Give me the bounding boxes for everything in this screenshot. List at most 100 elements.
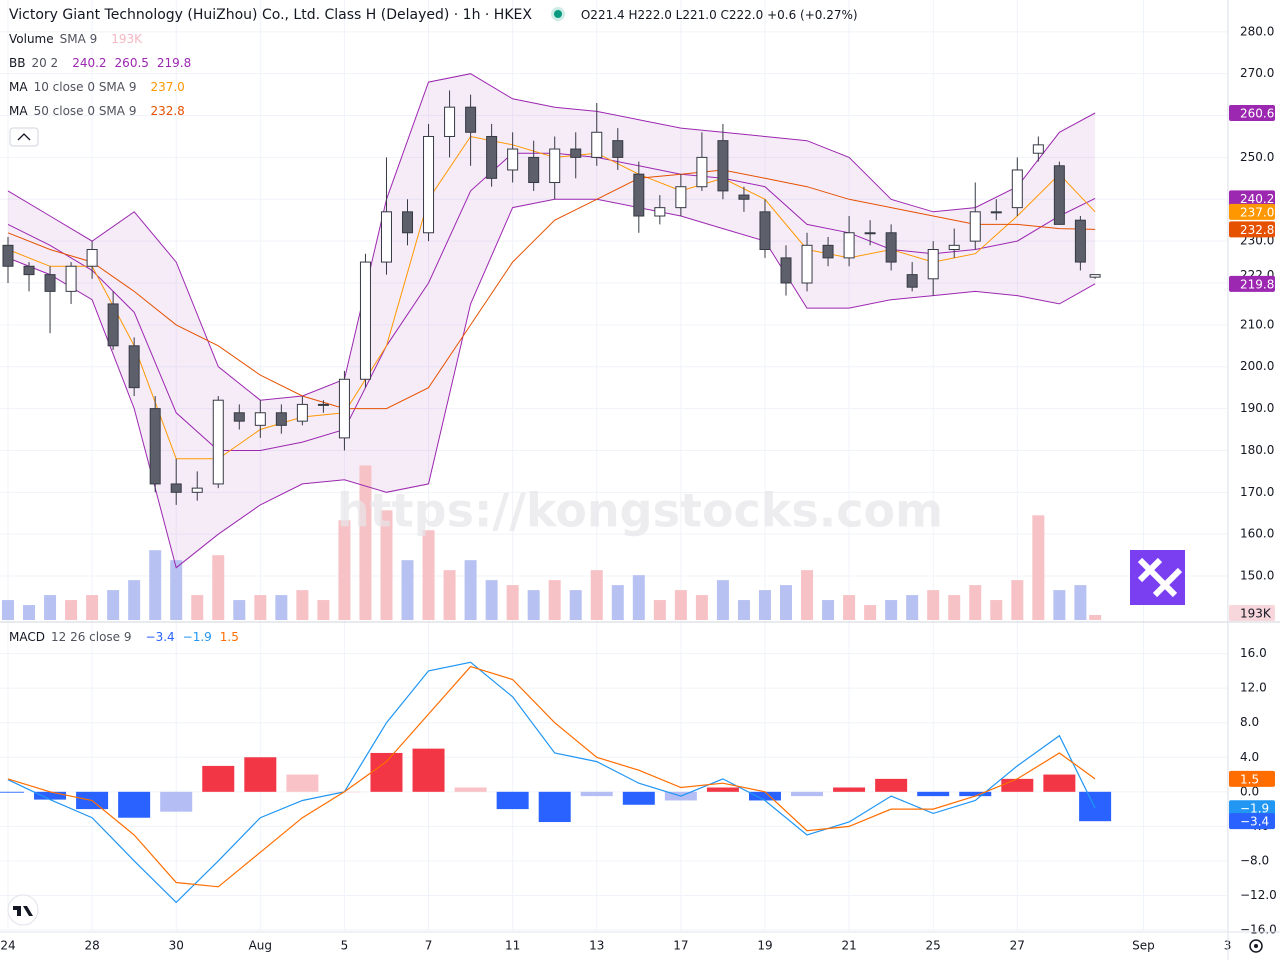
candle-body	[927, 249, 939, 280]
legend-value: −1.9	[182, 630, 212, 644]
histogram-bar	[580, 791, 613, 797]
y-tick-label: 170.0	[1240, 485, 1274, 499]
volume-bar	[737, 600, 750, 620]
legend-value: 1.5	[219, 630, 239, 644]
price-badge	[1229, 770, 1275, 787]
candle-body	[359, 261, 371, 380]
macd-line	[7, 661, 1096, 904]
x-tick-label: 30	[169, 939, 184, 953]
volume-bar	[695, 595, 708, 620]
price-badge-label: 260.6	[1240, 107, 1274, 121]
candle-body	[885, 232, 897, 263]
histogram-bar	[496, 791, 529, 810]
volume-bar	[338, 520, 351, 620]
volume-bar	[149, 550, 162, 620]
legend-value: 240.2	[72, 56, 107, 70]
bollinger-fill	[8, 73, 1096, 568]
price-badge	[1229, 221, 1275, 238]
legend-row: MACD 12 26 close 9 −3.4 −1.9 1.5	[9, 630, 247, 644]
legend-value: 219.8	[156, 56, 192, 70]
price-badge-label: −3.4	[1240, 815, 1269, 829]
legend-row: Volume SMA 9 193K	[9, 32, 150, 46]
y-tick-label: 12.0	[1240, 681, 1267, 695]
histogram-bar	[791, 791, 824, 797]
candle-body	[1053, 165, 1065, 225]
header: Victory Giant Technology (HuiZhou) Co., …	[9, 7, 858, 23]
histogram-bar	[34, 791, 67, 800]
legend-params: 12 26 close 9	[50, 630, 132, 644]
volume-bar	[296, 590, 309, 620]
histogram-bar	[244, 757, 277, 792]
marks-layer: https://kongstocks.com	[2, 90, 1101, 538]
legend-name: MACD	[9, 630, 45, 644]
candle-body	[1032, 144, 1044, 154]
watermark: https://kongstocks.com	[337, 484, 943, 538]
volume-bar	[191, 595, 204, 620]
y-tick-label: 0.0	[1240, 784, 1259, 798]
y-tick-label: 150.0	[1240, 569, 1274, 583]
legend-params: 10 close 0 SMA 9	[33, 80, 137, 94]
price-badge-label: 240.2	[1240, 192, 1274, 206]
volume-bar	[801, 570, 814, 620]
candle-body	[212, 399, 224, 485]
volume-bar	[317, 600, 330, 620]
x-tick-label: Sep	[1132, 939, 1155, 953]
legend-row: MA 50 close 0 SMA 9 232.8	[9, 104, 193, 118]
legend-name: MA	[9, 80, 28, 94]
candle-body	[864, 232, 876, 235]
histogram-bar	[1079, 791, 1112, 822]
histogram-bar	[917, 791, 950, 797]
collapse-button[interactable]	[9, 127, 39, 147]
legend-name: BB	[9, 56, 26, 70]
y-tick-label: 270.0	[1240, 66, 1274, 80]
volume-bar	[401, 560, 414, 620]
y-tick-label: −12.0	[1240, 888, 1277, 902]
candle-body	[843, 232, 855, 259]
volume-bar	[969, 585, 982, 620]
volume-bar	[948, 595, 961, 620]
candle-body	[990, 211, 1002, 214]
volume-bar	[275, 595, 288, 620]
histogram-bar	[0, 791, 24, 793]
candle-body	[423, 135, 435, 234]
volume-bar	[632, 575, 645, 620]
candle-body	[254, 412, 266, 426]
candle-body	[317, 403, 329, 406]
histogram-bar	[286, 774, 319, 792]
histogram-bar	[454, 787, 487, 792]
chart-title: Victory Giant Technology (HuiZhou) Co., …	[9, 7, 532, 23]
volume-bar	[128, 580, 141, 620]
candle-body	[465, 106, 477, 133]
histogram-bar	[622, 791, 655, 805]
candle-body	[1089, 274, 1101, 278]
logo-mark	[1137, 557, 1183, 598]
volume-bar	[506, 585, 519, 620]
legend-value: 260.5	[114, 56, 149, 70]
y-tick-label: −16.0	[1240, 923, 1277, 937]
volume-bar	[674, 590, 687, 620]
candle-body	[170, 483, 182, 493]
histogram-bar	[959, 791, 992, 797]
legend-name: MA	[9, 104, 28, 118]
x-tick-label: 17	[673, 939, 688, 953]
histogram-bar	[202, 765, 235, 792]
candle-body	[65, 265, 77, 292]
volume-bar	[86, 595, 99, 620]
volume-bar	[212, 555, 225, 620]
candle-body	[380, 211, 392, 263]
bollinger-upper	[7, 73, 1096, 401]
volume-badge-label: 193K	[1240, 607, 1272, 621]
candle-body	[507, 148, 519, 171]
settings-button[interactable]	[1249, 939, 1263, 953]
vol-layer	[0, 465, 1112, 823]
histogram-bar	[748, 791, 781, 801]
candle-body	[296, 403, 308, 422]
gear-ring	[1249, 939, 1263, 953]
legend-value: 232.8	[150, 104, 185, 118]
volume-bar	[65, 600, 78, 620]
y-tick-label: 200.0	[1240, 359, 1274, 373]
legend-value: −3.4	[145, 630, 175, 644]
volume-bar	[107, 590, 120, 620]
